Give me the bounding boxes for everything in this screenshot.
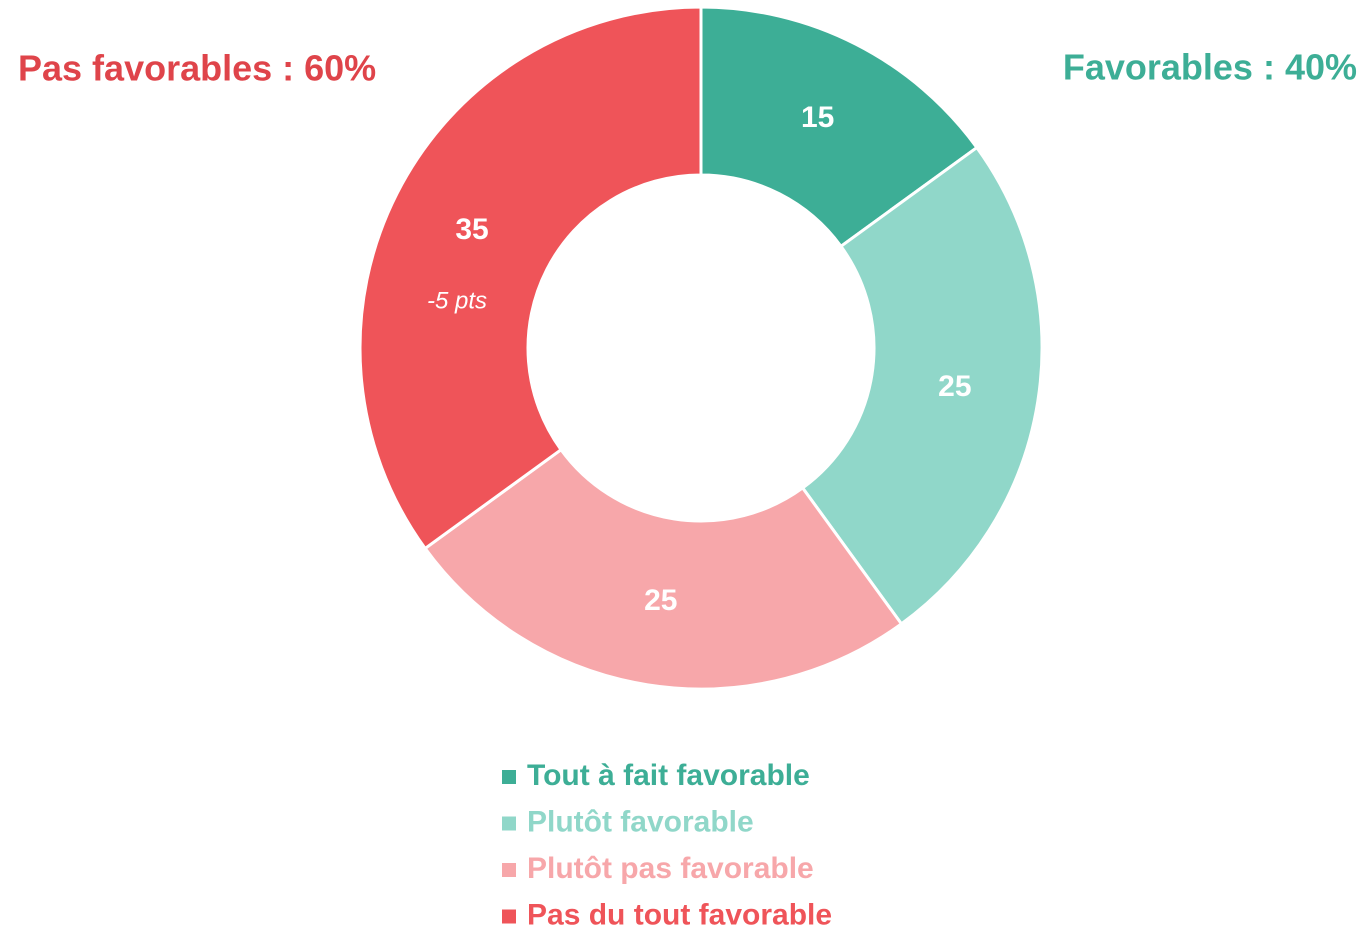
value-label: 25 bbox=[938, 370, 971, 403]
legend-label: Pas du tout favorable bbox=[527, 898, 832, 931]
value-label: 15 bbox=[801, 101, 834, 134]
annotation: -5 pts bbox=[427, 288, 487, 315]
legend-swatch bbox=[502, 909, 516, 924]
group-label: Pas favorables : 60% bbox=[18, 48, 376, 89]
legend-swatch bbox=[502, 770, 516, 784]
legend-label: Plutôt favorable bbox=[527, 805, 754, 838]
donut-segment bbox=[800, 145, 1044, 626]
donut-segment bbox=[699, 5, 979, 249]
value-label: 25 bbox=[644, 584, 677, 617]
legend-swatch bbox=[502, 863, 516, 877]
value-label: 35 bbox=[455, 213, 488, 246]
donut-segment bbox=[358, 5, 703, 551]
donut-segment bbox=[423, 447, 904, 691]
group-label: Favorables : 40% bbox=[1063, 47, 1357, 88]
legend-label: Plutôt pas favorable bbox=[527, 852, 814, 885]
legend-label: Tout à fait favorable bbox=[527, 759, 810, 792]
legend-swatch bbox=[502, 816, 516, 831]
